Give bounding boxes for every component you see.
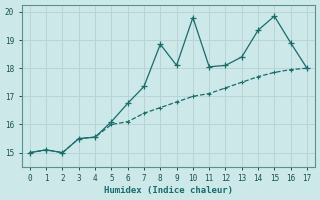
X-axis label: Humidex (Indice chaleur): Humidex (Indice chaleur) — [104, 186, 233, 195]
